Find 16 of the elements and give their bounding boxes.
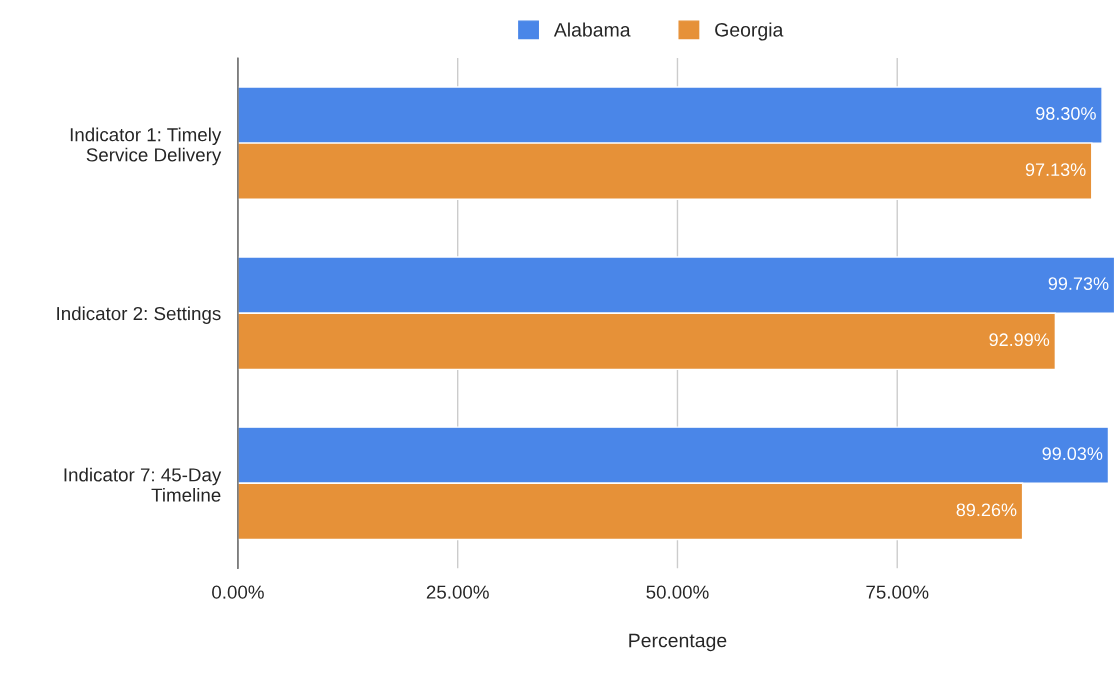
y-tick-label: Indicator 7: 45-Day Timeline: [64, 467, 222, 502]
data-label: 92.99%: [989, 333, 1050, 347]
data-label: 97.13%: [1025, 163, 1086, 177]
x-tick-label: 50.00%: [646, 585, 709, 599]
legend-label: Alabama: [553, 22, 631, 37]
x-tick-label: 25.00%: [426, 585, 489, 599]
x-tick-label: 75.00%: [866, 585, 929, 599]
data-label: 98.30%: [1036, 107, 1096, 120]
data-label: 89.26%: [956, 503, 1017, 517]
data-label: 99.73%: [1048, 277, 1109, 290]
y-tick-label: Indicator 2: Settings: [57, 306, 221, 324]
y-tick-label: Indicator 1: Timely Service Delivery: [70, 127, 222, 166]
x-tick-label: 0.00%: [212, 585, 264, 599]
x-axis-title: Percentage: [629, 633, 727, 652]
legend-label: Georgia: [715, 22, 784, 41]
data-label: 99.03%: [1042, 447, 1103, 461]
